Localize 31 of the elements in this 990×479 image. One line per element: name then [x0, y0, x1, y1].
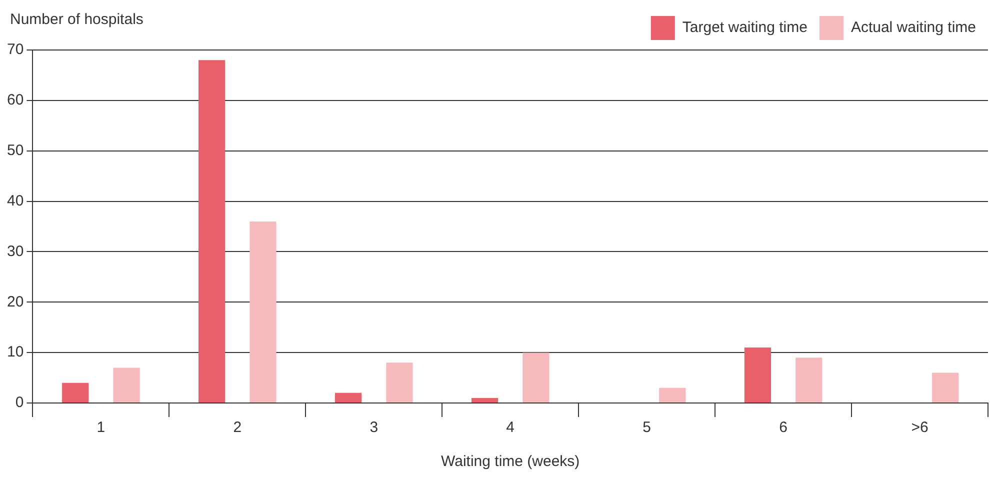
bar: [386, 362, 413, 402]
y-tick-label: 30: [6, 242, 24, 260]
bar: [744, 348, 772, 402]
x-tick-label: 4: [506, 419, 515, 436]
bar: [62, 382, 89, 402]
y-tick-label: 40: [6, 192, 24, 210]
x-tick-label: 2: [233, 419, 242, 436]
x-tick-label: >6: [911, 419, 928, 436]
x-axis-title: Waiting time (weeks): [441, 453, 580, 470]
legend-label: Actual waiting time: [850, 19, 976, 36]
x-tick-label: 3: [370, 419, 378, 436]
y-tick-label: 60: [6, 92, 24, 109]
bar: [198, 60, 226, 402]
bar: [334, 392, 362, 402]
y-tick-label: 70: [6, 41, 24, 58]
bar: [250, 221, 276, 402]
bar: [932, 372, 959, 402]
legend-label: Target waiting time: [682, 19, 808, 36]
x-tick-label: 6: [779, 419, 788, 436]
bar: [471, 398, 498, 402]
x-tick-label: 5: [642, 419, 651, 436]
bar: [796, 358, 822, 402]
y-tick-label: 10: [6, 344, 24, 361]
y-tick-label: 0: [15, 394, 24, 412]
y-tick-label: 50: [6, 142, 24, 159]
bar: [659, 388, 686, 402]
bar: [113, 368, 140, 402]
y-axis-title: Number of hospitals: [10, 11, 144, 28]
x-tick-label: 1: [96, 419, 106, 436]
bar: [522, 352, 550, 402]
y-tick-label: 20: [6, 293, 24, 310]
